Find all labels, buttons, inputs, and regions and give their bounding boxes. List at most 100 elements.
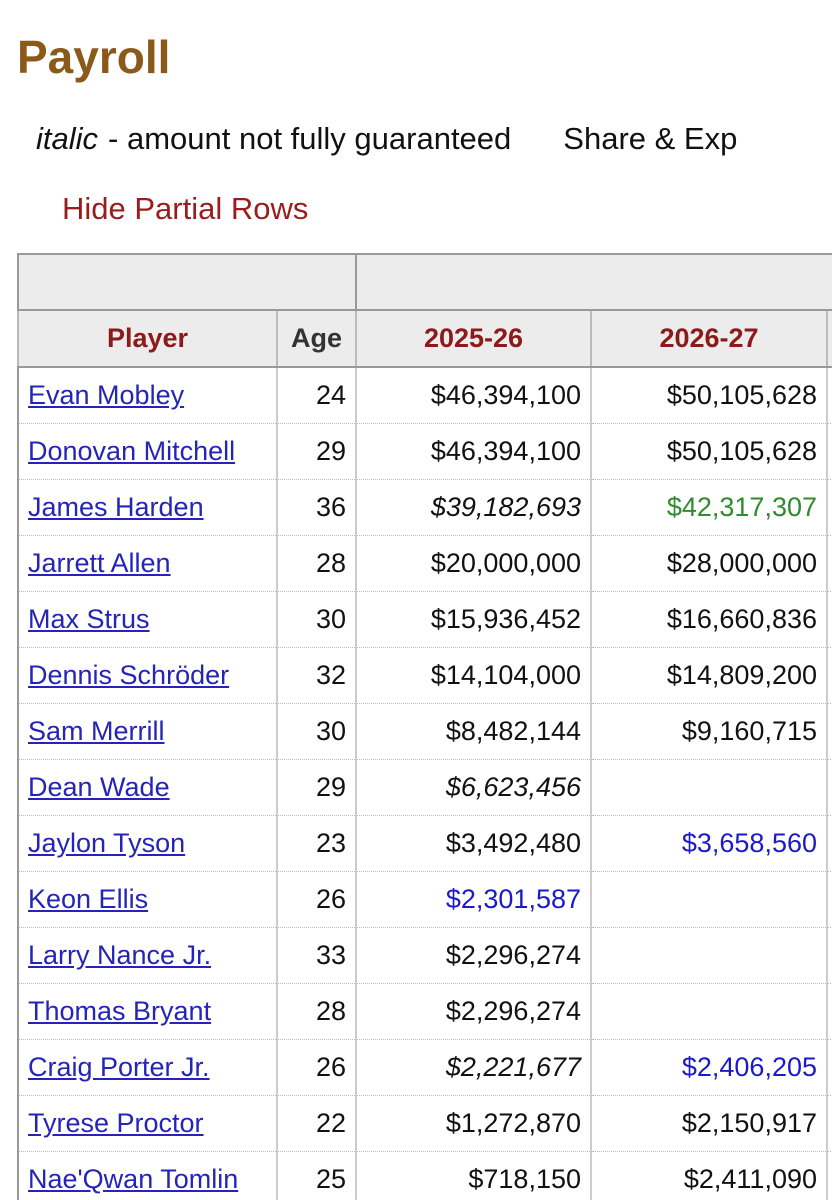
table-row: Keon Ellis 26 $2,301,587 bbox=[17, 871, 832, 928]
player-cell: Donovan Mitchell bbox=[17, 423, 278, 480]
cell-value: $2,406,205 bbox=[681, 1052, 817, 1082]
table-row: Jarrett Allen 28 $20,000,000 $28,000,000 bbox=[17, 535, 832, 592]
player-link[interactable]: Craig Porter Jr. bbox=[28, 1052, 210, 1082]
table-cell: 32 bbox=[276, 647, 357, 704]
table-cell: $14,809,200 bbox=[590, 647, 828, 704]
player-cell: Craig Porter Jr. bbox=[17, 1039, 278, 1096]
table-cell bbox=[825, 535, 832, 592]
cell-value: $2,301,587 bbox=[445, 884, 581, 914]
share-link[interactable]: Share & Exp bbox=[563, 121, 738, 156]
cell-value: 33 bbox=[315, 940, 346, 970]
cell-value: 36 bbox=[315, 492, 346, 522]
table-cell: $2,150,917 bbox=[590, 1095, 828, 1152]
player-cell: Jaylon Tyson bbox=[17, 815, 278, 872]
table-cell bbox=[825, 983, 832, 1040]
table-cell: $28,000,000 bbox=[590, 535, 828, 592]
table-cell: 22 bbox=[276, 1095, 357, 1152]
table-cell: $2,296,274 bbox=[355, 983, 592, 1040]
table-row: Sam Merrill 30 $8,482,144 $9,160,715 bbox=[17, 703, 832, 760]
cell-value: $2,296,274 bbox=[445, 996, 581, 1026]
table-row: Thomas Bryant 28 $2,296,274 bbox=[17, 983, 832, 1040]
player-link[interactable]: Sam Merrill bbox=[28, 716, 165, 746]
cell-value: $28,000,000 bbox=[666, 548, 817, 578]
cell-value: 29 bbox=[315, 772, 346, 802]
player-link[interactable]: Donovan Mitchell bbox=[28, 436, 236, 466]
table-cell: $2,296,274 bbox=[355, 927, 592, 984]
table-cell: $718,150 bbox=[355, 1151, 592, 1200]
table-cell: $46,394,100 bbox=[355, 423, 592, 480]
player-link[interactable]: Larry Nance Jr. bbox=[28, 940, 212, 970]
table-cell bbox=[825, 1039, 832, 1096]
table-cell bbox=[825, 423, 832, 480]
table-row: Dennis Schröder 32 $14,104,000 $14,809,200 bbox=[17, 647, 832, 704]
player-link[interactable]: Tyrese Proctor bbox=[28, 1108, 204, 1138]
table-cell bbox=[825, 591, 832, 648]
cell-value: 30 bbox=[315, 604, 346, 634]
cell-value: $6,623,456 bbox=[445, 772, 581, 802]
cell-value: $718,150 bbox=[468, 1164, 581, 1194]
table-row: Tyrese Proctor 22 $1,272,870 $2,150,917 bbox=[17, 1095, 832, 1152]
table-cell bbox=[825, 1151, 832, 1200]
column-header: 2025-26 bbox=[355, 309, 592, 368]
player-link[interactable]: Max Strus bbox=[28, 604, 150, 634]
cell-value: 22 bbox=[315, 1108, 346, 1138]
table-cell: $2,406,205 bbox=[590, 1039, 828, 1096]
table-cell: $42,317,307 bbox=[590, 479, 828, 536]
toggle-link[interactable]: Hide Partial Rows bbox=[62, 191, 309, 226]
legend-italic: italic bbox=[36, 121, 99, 156]
table-cell bbox=[590, 983, 828, 1040]
table-cell bbox=[825, 815, 832, 872]
player-link[interactable]: Dennis Schröder bbox=[28, 660, 230, 690]
cell-value: $15,936,452 bbox=[430, 604, 581, 634]
cell-value: 30 bbox=[315, 716, 346, 746]
cell-value: 28 bbox=[315, 548, 346, 578]
player-link[interactable]: Jaylon Tyson bbox=[28, 828, 186, 858]
player-link[interactable]: James Harden bbox=[28, 492, 204, 522]
column-header: 2026-27 bbox=[590, 309, 828, 368]
player-link[interactable]: Evan Mobley bbox=[28, 380, 185, 410]
player-link[interactable]: Dean Wade bbox=[28, 772, 170, 802]
cell-value: $20,000,000 bbox=[430, 548, 581, 578]
over-header-cell bbox=[17, 253, 357, 311]
cell-value: $14,809,200 bbox=[666, 660, 817, 690]
cell-value: $42,317,307 bbox=[666, 492, 817, 522]
table-cell: $8,482,144 bbox=[355, 703, 592, 760]
player-link[interactable]: Jarrett Allen bbox=[28, 548, 171, 578]
legend-text: - amount not fully guaranteed bbox=[108, 121, 512, 156]
table-cell: $50,105,628 bbox=[590, 367, 828, 424]
table-cell: 28 bbox=[276, 535, 357, 592]
player-link[interactable]: Nae'Qwan Tomlin bbox=[28, 1164, 239, 1194]
table-cell: 28 bbox=[276, 983, 357, 1040]
cell-value: $2,150,917 bbox=[681, 1108, 817, 1138]
table-cell: $2,301,587 bbox=[355, 871, 592, 928]
cell-value: 25 bbox=[315, 1164, 346, 1194]
table-cell bbox=[825, 479, 832, 536]
table-row: James Harden 36 $39,182,693 $42,317,307 bbox=[17, 479, 832, 536]
table-cell bbox=[590, 759, 828, 816]
page-title: Payroll bbox=[17, 31, 171, 83]
table-cell bbox=[825, 1095, 832, 1152]
table-cell: $3,492,480 bbox=[355, 815, 592, 872]
player-cell: Thomas Bryant bbox=[17, 983, 278, 1040]
player-cell: Max Strus bbox=[17, 591, 278, 648]
cell-value: $3,492,480 bbox=[445, 828, 581, 858]
player-link[interactable]: Thomas Bryant bbox=[28, 996, 212, 1026]
table-wrap: Player Age 2025-26 2026-27 Evan Mobley 24 $46… bbox=[17, 253, 832, 1200]
table-cell: $15,936,452 bbox=[355, 591, 592, 648]
table-row: Jaylon Tyson 23 $3,492,480 $3,658,560 bbox=[17, 815, 832, 872]
cell-value: $46,394,100 bbox=[430, 436, 581, 466]
player-link[interactable]: Keon Ellis bbox=[28, 884, 149, 914]
table-cell bbox=[590, 927, 828, 984]
player-cell: Dean Wade bbox=[17, 759, 278, 816]
table-cell: $9,160,715 bbox=[590, 703, 828, 760]
table-row: Larry Nance Jr. 33 $2,296,274 bbox=[17, 927, 832, 984]
table-row: Craig Porter Jr. 26 $2,221,677 $2,406,205 bbox=[17, 1039, 832, 1096]
cell-value: $2,221,677 bbox=[445, 1052, 581, 1082]
table-row: Dean Wade 29 $6,623,456 bbox=[17, 759, 832, 816]
column-header: Age bbox=[276, 309, 357, 368]
table-cell: $3,658,560 bbox=[590, 815, 828, 872]
table-cell: $16,660,836 bbox=[590, 591, 828, 648]
table-cell: 29 bbox=[276, 423, 357, 480]
player-cell: Larry Nance Jr. bbox=[17, 927, 278, 984]
